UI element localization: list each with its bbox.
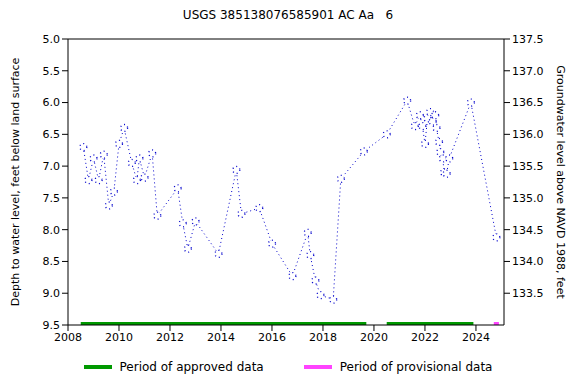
html-text:Period of approved data: Period of approved data xyxy=(119,360,264,374)
svg-text:134.0: 134.0 xyxy=(512,255,544,268)
svg-text:7.5: 7.5 xyxy=(43,192,61,205)
svg-text:Groundwater level above NAVD 1: Groundwater level above NAVD 1988, feet xyxy=(554,65,567,299)
svg-text:5.5: 5.5 xyxy=(43,65,61,78)
svg-text:2012: 2012 xyxy=(156,331,184,344)
svg-text:6.0: 6.0 xyxy=(43,96,61,109)
svg-text:136.5: 136.5 xyxy=(512,96,544,109)
svg-text:7.0: 7.0 xyxy=(43,160,61,173)
svg-text:8.5: 8.5 xyxy=(43,255,61,268)
svg-text:133.5: 133.5 xyxy=(512,287,544,300)
svg-text:2014: 2014 xyxy=(207,331,235,344)
svg-text:135.5: 135.5 xyxy=(512,160,544,173)
svg-text:9.0: 9.0 xyxy=(43,287,61,300)
svg-text:2010: 2010 xyxy=(105,331,133,344)
svg-text:2016: 2016 xyxy=(258,331,286,344)
svg-text:2020: 2020 xyxy=(360,331,388,344)
svg-text:2008: 2008 xyxy=(54,331,82,344)
svg-text:8.0: 8.0 xyxy=(43,224,61,237)
svg-text:5.0: 5.0 xyxy=(43,33,61,46)
html-text:USGS 385138076585901 AC Aa 6: USGS 385138076585901 AC Aa 6 xyxy=(182,8,394,22)
svg-text:134.5: 134.5 xyxy=(512,224,544,237)
svg-text:6.5: 6.5 xyxy=(43,128,61,141)
svg-text:2024: 2024 xyxy=(462,331,490,344)
svg-text:136.0: 136.0 xyxy=(512,128,544,141)
svg-text:2022: 2022 xyxy=(411,331,439,344)
svg-text:135.0: 135.0 xyxy=(512,192,544,205)
svg-text:137.0: 137.0 xyxy=(512,65,544,78)
html-text:Period of provisional data: Period of provisional data xyxy=(339,360,493,374)
svg-text:137.5: 137.5 xyxy=(512,33,544,46)
svg-text:2018: 2018 xyxy=(309,331,337,344)
svg-text:9.5: 9.5 xyxy=(43,319,61,332)
svg-text:Depth to water level, feet bel: Depth to water level, feet below land su… xyxy=(9,57,22,306)
